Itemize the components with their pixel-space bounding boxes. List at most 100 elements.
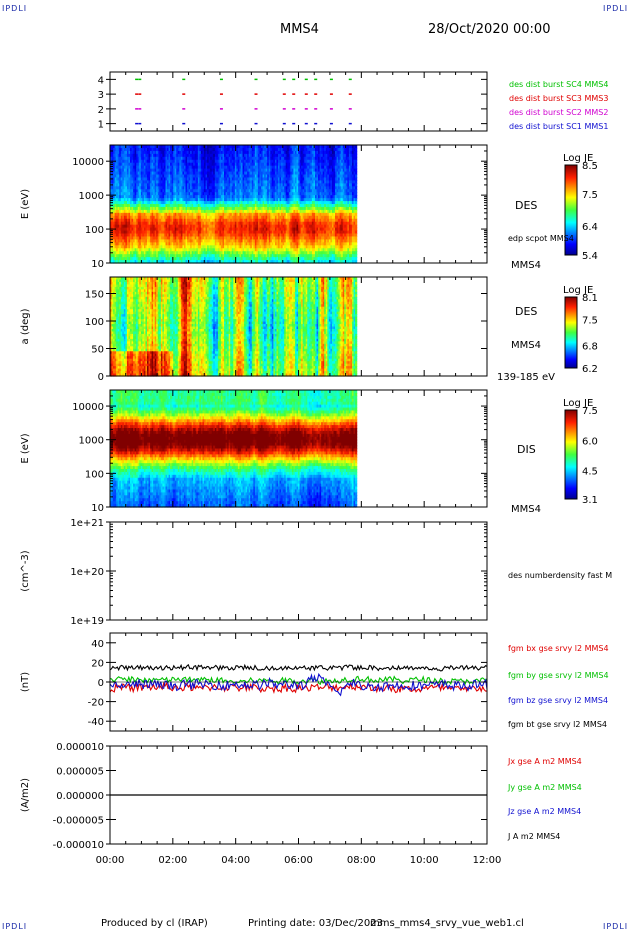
heat-cell — [256, 186, 259, 190]
heat-cell — [140, 174, 143, 179]
heat-cell — [207, 183, 210, 187]
heat-cell — [234, 189, 237, 193]
heat-cell — [239, 198, 242, 202]
heat-cell — [202, 156, 205, 161]
heat-cell — [163, 183, 167, 187]
heat-cell — [191, 201, 194, 205]
heat-cell — [281, 156, 284, 161]
heat-cell — [176, 180, 179, 184]
heat-cell — [256, 257, 259, 261]
heat-cell — [168, 198, 171, 202]
heat-cell — [265, 212, 268, 217]
heat-cell — [234, 230, 237, 235]
heat-cell — [191, 174, 194, 179]
heat-cell — [210, 215, 213, 220]
heat-cell — [204, 159, 207, 164]
heat-cell — [279, 171, 282, 176]
heat-cell — [224, 239, 227, 243]
heat-cell — [182, 206, 185, 211]
heat-cell — [116, 221, 119, 226]
heat-cell — [234, 162, 237, 167]
heat-cell — [262, 198, 265, 202]
heat-cell — [182, 215, 185, 220]
heat-cell — [151, 156, 154, 161]
heat-cell — [257, 145, 261, 149]
heat-cell — [264, 195, 267, 199]
heat-cell — [276, 236, 279, 240]
heat-cell — [182, 189, 185, 193]
heat-cell — [216, 257, 219, 261]
heat-cell — [210, 183, 213, 187]
heat-cell — [197, 257, 200, 261]
heat-cell — [196, 221, 199, 226]
heat-cell — [251, 236, 254, 240]
heat-cell — [193, 159, 196, 164]
heat-cell — [148, 245, 151, 249]
heat-cell — [236, 159, 239, 164]
heat-cell — [265, 180, 268, 184]
heat-cell — [185, 162, 188, 167]
heat-cell — [202, 248, 205, 252]
heat-cell — [140, 209, 143, 214]
heat-cell — [171, 183, 174, 187]
heat-cell — [130, 162, 133, 167]
heat-cell — [220, 159, 224, 164]
heat-cell — [224, 186, 227, 190]
heat-cell — [242, 227, 245, 232]
heat-cell — [220, 186, 224, 190]
heat-cell — [257, 204, 261, 208]
heat-cell — [276, 168, 279, 173]
heat-cell — [278, 150, 281, 155]
heat-cell — [264, 218, 267, 223]
heat-cell — [139, 145, 142, 149]
heat-cell — [234, 192, 237, 196]
heat-cell — [190, 168, 193, 173]
heat-cell — [140, 239, 143, 243]
heat-cell — [227, 198, 230, 202]
heat-cell — [261, 145, 264, 149]
heat-cell — [261, 177, 264, 181]
heat-cell — [182, 254, 185, 258]
heat-cell — [160, 145, 164, 149]
heat-cell — [247, 254, 250, 258]
heat-cell — [245, 195, 248, 199]
logo-text-top-right: IPDLI — [603, 4, 629, 13]
heat-cell — [250, 174, 253, 179]
heat-cell — [222, 153, 225, 158]
heat-cell — [265, 242, 268, 246]
heat-cell — [200, 192, 204, 196]
heat-cell — [219, 171, 222, 176]
heat-cell — [233, 153, 236, 158]
heat-cell — [236, 204, 239, 208]
heat-cell — [193, 215, 196, 220]
heat-cell — [222, 251, 225, 255]
heat-cell — [193, 206, 196, 211]
heat-cell — [214, 201, 217, 205]
heat-cell — [193, 239, 196, 243]
heat-cell — [237, 245, 241, 249]
heat-cell — [250, 165, 253, 170]
heat-cell — [217, 153, 221, 158]
heat-cell — [270, 189, 273, 193]
heat-cell — [171, 224, 174, 229]
heat-cell — [153, 150, 156, 155]
heat-cell — [177, 254, 180, 258]
heat-cell — [271, 204, 274, 208]
heat-cell — [261, 198, 264, 202]
heat-cell — [273, 236, 276, 240]
heat-cell — [157, 177, 160, 181]
heat-cell — [245, 153, 248, 158]
heat-cell — [250, 224, 253, 229]
heat-cell — [174, 159, 177, 164]
heat-cell — [173, 189, 176, 193]
heat-cell — [256, 221, 259, 226]
heat-cell — [230, 260, 233, 264]
heat-cell — [163, 221, 167, 226]
heat-cell — [168, 245, 171, 249]
heat-cell — [208, 180, 211, 184]
heat-cell — [196, 171, 199, 176]
heat-cell — [267, 168, 270, 173]
heat-cell — [133, 254, 136, 258]
heat-cell — [182, 162, 185, 167]
heat-cell — [160, 168, 164, 173]
